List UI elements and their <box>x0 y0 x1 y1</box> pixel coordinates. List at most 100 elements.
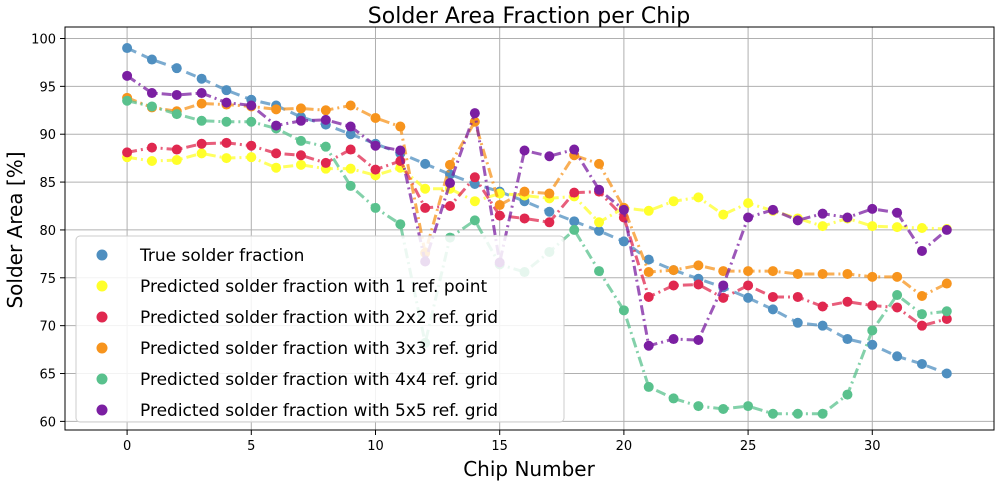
data-point <box>767 291 778 302</box>
data-point <box>743 292 754 303</box>
series-line <box>126 46 948 375</box>
data-point <box>569 144 580 155</box>
data-point <box>295 150 306 161</box>
data-point <box>320 141 331 152</box>
series-layer <box>122 43 952 419</box>
series-line <box>126 74 948 348</box>
x-tick-label: 5 <box>247 439 255 454</box>
legend-marker <box>96 404 108 416</box>
y-tick-label: 100 <box>31 32 56 47</box>
data-point <box>246 152 257 163</box>
data-point <box>916 358 927 369</box>
y-tick-label: 95 <box>39 80 56 95</box>
legend-label: Predicted solder fraction with 4x4 ref. … <box>140 370 498 390</box>
data-point <box>916 223 927 234</box>
y-tick-label: 90 <box>39 128 56 143</box>
data-point <box>221 116 232 127</box>
data-point <box>916 320 927 331</box>
data-point <box>792 268 803 279</box>
data-point <box>941 313 952 324</box>
data-point <box>569 187 580 198</box>
data-point <box>792 291 803 302</box>
data-point <box>122 43 133 54</box>
data-point <box>867 203 878 214</box>
data-point <box>892 222 903 233</box>
data-point <box>594 217 605 228</box>
data-point <box>941 368 952 379</box>
data-point <box>395 145 406 156</box>
series-line <box>126 141 948 328</box>
data-point <box>122 95 133 106</box>
data-point <box>693 401 704 412</box>
data-point <box>842 296 853 307</box>
data-point <box>718 209 729 220</box>
data-point <box>743 266 754 277</box>
data-point <box>817 208 828 219</box>
data-point <box>171 63 182 74</box>
data-point <box>271 162 282 173</box>
data-point <box>221 97 232 108</box>
legend-label: Predicted solder fraction with 1 ref. po… <box>140 277 488 297</box>
x-axis-label: Chip Number <box>463 457 595 481</box>
data-point <box>643 381 654 392</box>
data-point <box>122 70 133 81</box>
data-point <box>743 198 754 209</box>
data-point <box>718 403 729 414</box>
data-point <box>271 120 282 131</box>
data-point <box>196 115 207 126</box>
data-point <box>916 290 927 301</box>
data-point <box>345 100 356 111</box>
data-point <box>370 202 381 213</box>
data-point <box>867 339 878 350</box>
data-point <box>420 183 431 194</box>
data-point <box>221 153 232 164</box>
legend-marker <box>96 373 108 385</box>
x-tick-label: 30 <box>864 439 881 454</box>
data-point <box>395 121 406 132</box>
data-point <box>320 114 331 125</box>
data-point <box>196 148 207 159</box>
data-point <box>643 291 654 302</box>
y-tick-label: 75 <box>39 272 56 287</box>
data-point <box>370 112 381 123</box>
data-point <box>817 268 828 279</box>
legend-label: Predicted solder fraction with 2x2 ref. … <box>140 308 498 328</box>
data-point <box>693 335 704 346</box>
data-point <box>643 205 654 216</box>
data-point <box>668 265 679 276</box>
data-point <box>842 268 853 279</box>
data-point <box>246 140 257 151</box>
data-point <box>618 236 629 247</box>
data-point <box>941 224 952 235</box>
data-point <box>370 164 381 175</box>
data-point <box>295 115 306 126</box>
data-point <box>171 89 182 100</box>
data-point <box>643 254 654 265</box>
data-point <box>743 212 754 223</box>
x-tick-label: 20 <box>616 439 633 454</box>
series-line <box>126 96 948 298</box>
data-point <box>494 210 505 221</box>
data-point <box>718 266 729 277</box>
data-point <box>469 108 480 119</box>
data-point <box>867 300 878 311</box>
data-point <box>693 279 704 290</box>
data-point <box>196 98 207 109</box>
data-point <box>469 196 480 207</box>
data-point <box>345 163 356 174</box>
data-point <box>171 155 182 166</box>
data-point <box>743 280 754 291</box>
legend-label: True solder fraction <box>139 246 304 266</box>
data-point <box>544 151 555 162</box>
data-point <box>345 144 356 155</box>
data-point <box>320 157 331 168</box>
data-point <box>196 88 207 99</box>
data-point <box>196 73 207 84</box>
data-point <box>320 105 331 116</box>
data-point <box>792 408 803 419</box>
data-point <box>668 334 679 345</box>
x-tick-label: 25 <box>740 439 757 454</box>
data-point <box>295 159 306 170</box>
tick-layer: 0 5 10 15 20 25 30 60 65 70 75 80 85 90 95 100 <box>31 32 880 454</box>
